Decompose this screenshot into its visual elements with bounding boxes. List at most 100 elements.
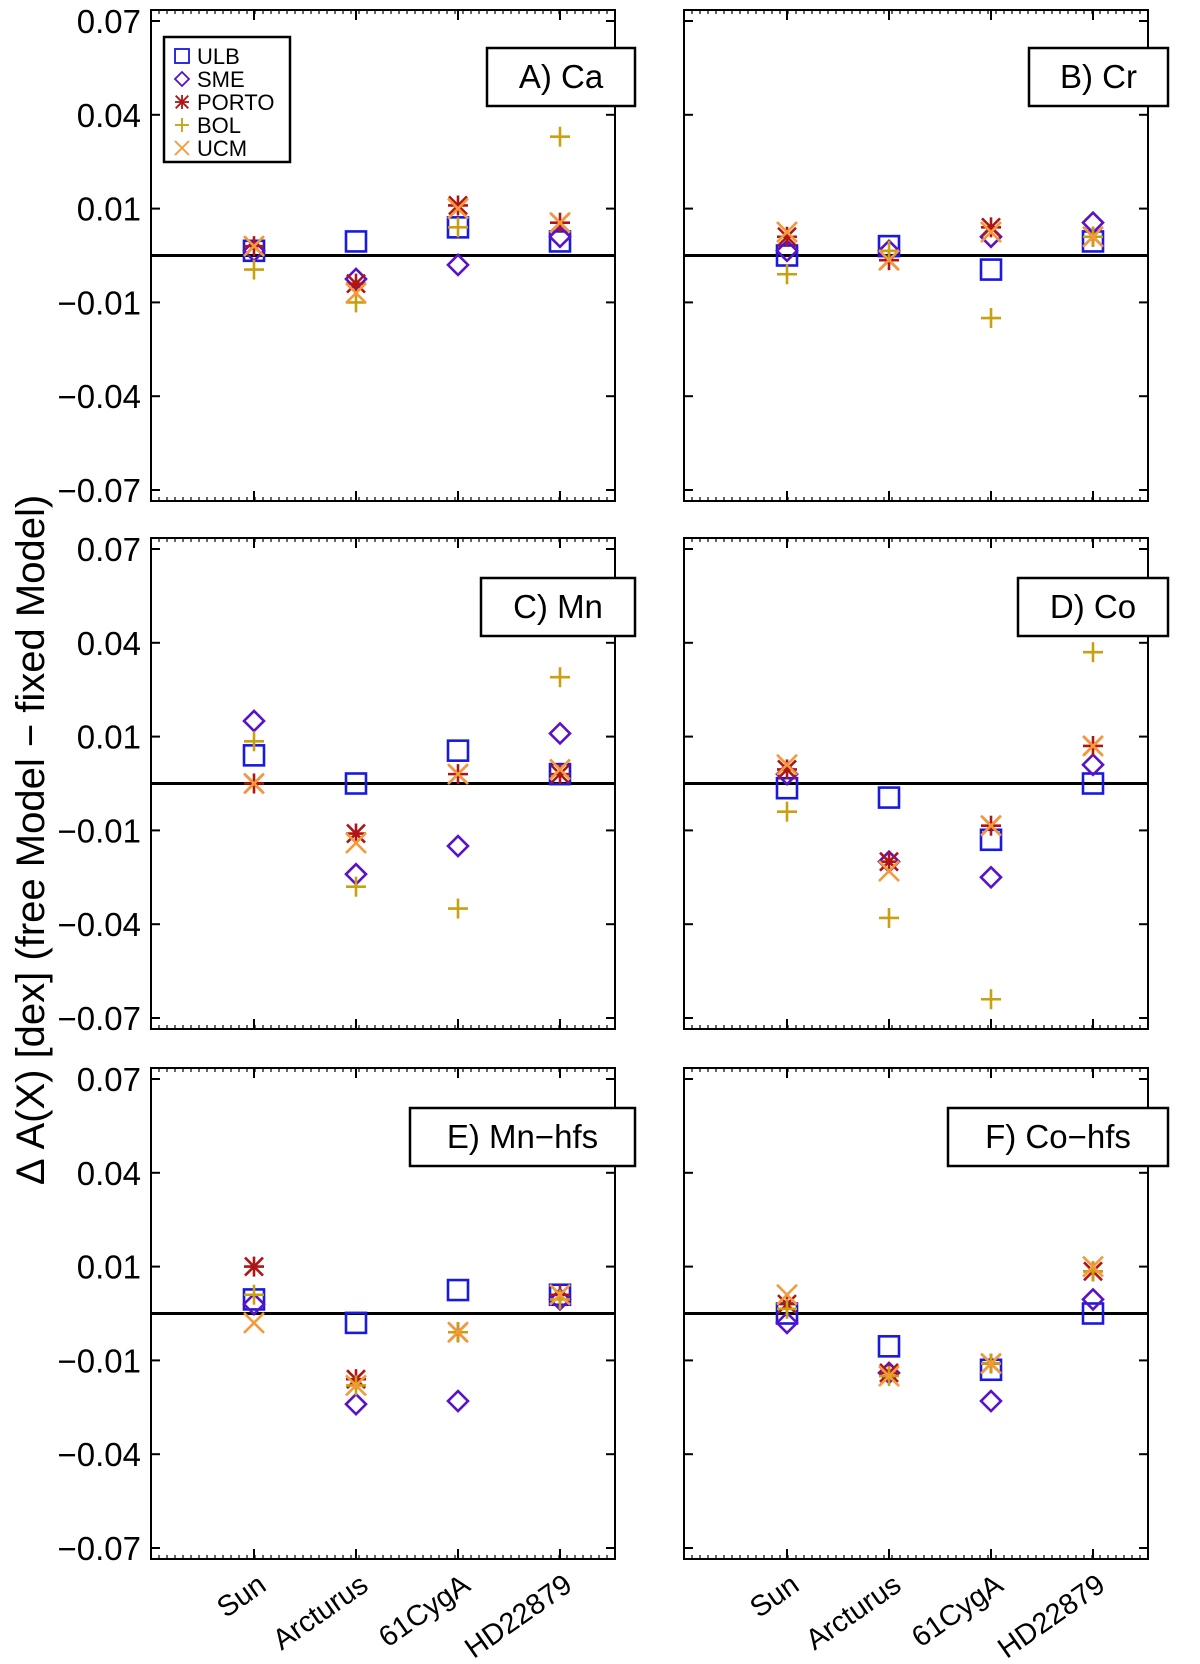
marker-ucm (1082, 225, 1104, 248)
marker-ulb (877, 786, 901, 809)
legend-label: SME (197, 67, 245, 92)
legend-marker-group (175, 118, 189, 132)
panel-1: 0.07 0.04 0.01 −0.01 −0.04 −0.07 A) Ca (58, 3, 637, 509)
marker-ulb (1081, 1302, 1105, 1325)
marker-porto (550, 764, 570, 785)
y-tick-label: 0.07 (77, 531, 141, 568)
panel-label: D) Co (1050, 588, 1136, 625)
marker-ucm (243, 235, 265, 258)
marker-bol (777, 801, 797, 822)
marker-porto (346, 823, 366, 844)
marker-bol (879, 240, 899, 261)
marker-ucm (549, 758, 571, 781)
marker-sme (446, 834, 470, 858)
marker-ucm (776, 221, 798, 243)
marker-bol (777, 264, 797, 285)
marker-ucm (447, 1321, 469, 1344)
legend-marker-group (174, 140, 190, 156)
marker-bol (448, 898, 468, 919)
marker-bol (879, 907, 899, 928)
marker-bol (1083, 1261, 1103, 1282)
y-tick-label: −0.01 (58, 812, 142, 849)
marker-ulb (877, 1335, 901, 1358)
y-tick-label: −0.01 (58, 284, 142, 321)
marker-bol (244, 259, 264, 280)
y-tick-label: −0.07 (58, 1000, 142, 1037)
legend-label: ULB (197, 44, 240, 69)
panel-label-box (479, 576, 637, 638)
panel-3: 0.07 0.04 0.01 −0.01 −0.04 −0.07 C) Mn (58, 531, 637, 1037)
marker-bol (346, 292, 366, 313)
marker-sme (548, 224, 572, 249)
marker-porto (244, 1256, 264, 1277)
legend-label: BOL (197, 113, 241, 138)
panel-label-box (485, 46, 637, 108)
y-tick-label: 0.04 (77, 97, 141, 134)
marker-bol (448, 217, 468, 238)
marker-bol (244, 1284, 264, 1305)
marker-bol (244, 731, 264, 752)
legend-marker-group (173, 70, 191, 88)
marker-ucm (878, 860, 900, 882)
panel-label: C) Mn (513, 588, 603, 625)
marker-sme (1081, 1287, 1105, 1312)
legend-marker-porto (175, 95, 189, 109)
marker-ulb (775, 776, 799, 800)
legend-marker-sme (173, 70, 191, 88)
marker-ucm (447, 197, 469, 220)
marker-ucm (878, 1365, 900, 1387)
marker-porto (448, 195, 468, 216)
marker-ucm (1082, 1255, 1104, 1278)
marker-bol (981, 308, 1001, 329)
marker-ucm (776, 1283, 798, 1306)
marker-sme (775, 238, 799, 263)
marker-ucm (447, 763, 469, 786)
marker-bol (346, 876, 366, 897)
panel-label: F) Co−hfs (985, 1118, 1131, 1155)
y-tick-label: −0.04 (58, 906, 142, 943)
marker-ucm (878, 249, 900, 272)
marker-ulb (446, 1278, 470, 1302)
panel-label: E) Mn−hfs (447, 1118, 598, 1155)
panel-label-box (946, 1106, 1170, 1168)
marker-ulb (446, 739, 470, 762)
marker-bol (1083, 642, 1103, 663)
marker-porto (879, 851, 899, 872)
legend-marker-ucm (174, 140, 190, 156)
legend-marker-bol (175, 118, 189, 132)
panel-2: B) Cr (683, 9, 1170, 502)
x-tick-label: Sun (744, 1569, 805, 1625)
panels: 0.07 0.04 0.01 −0.01 −0.04 −0.07 A) Ca B) Cr 0.0… (58, 3, 1170, 1664)
legend-marker-group (175, 95, 189, 109)
x-tick-label: HD22879 (459, 1569, 578, 1664)
panel-label: A) Ca (519, 58, 604, 95)
y-tick-label: −0.07 (58, 472, 142, 509)
y-tick-label: 0.07 (77, 1061, 141, 1098)
marker-ulb (344, 1311, 368, 1335)
marker-ucm (549, 1283, 571, 1306)
marker-sme (775, 1311, 799, 1335)
y-tick-label: −0.04 (58, 1436, 142, 1473)
x-tick-label: Arcturus (800, 1569, 907, 1657)
y-tick-label: 0.01 (77, 719, 141, 756)
x-tick-label: HD22879 (992, 1569, 1111, 1664)
marker-bol (981, 989, 1001, 1010)
y-tick-label: −0.01 (58, 1342, 142, 1379)
marker-ucm (980, 221, 1002, 243)
marker-porto (346, 273, 366, 294)
legend-label: UCM (197, 136, 247, 161)
y-tick-label: 0.04 (77, 1155, 141, 1192)
marker-sme (446, 253, 470, 277)
marker-sme (242, 1292, 266, 1316)
marker-bol (550, 126, 570, 147)
y-tick-label: −0.04 (58, 378, 142, 415)
marker-ucm (1082, 735, 1104, 757)
marker-sme (979, 1389, 1003, 1413)
marker-bol (777, 1298, 797, 1319)
marker-ucm (345, 1374, 367, 1397)
marker-ucm (345, 831, 367, 854)
panel-4: D) Co (683, 537, 1170, 1030)
